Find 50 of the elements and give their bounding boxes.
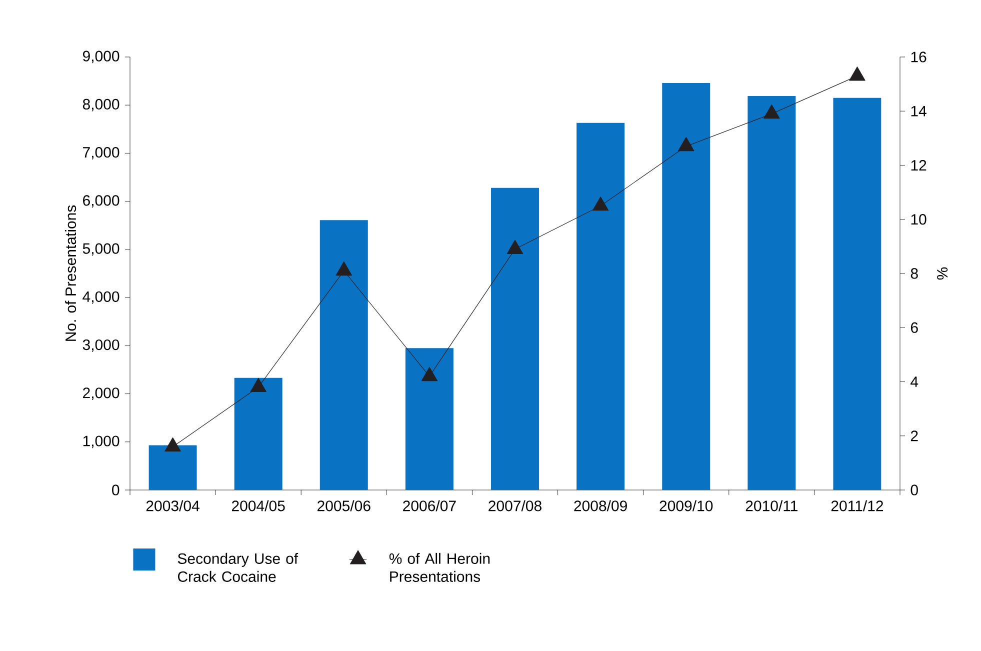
bar <box>234 378 282 490</box>
y2-tick-label: 8 <box>910 268 918 279</box>
bar <box>491 188 540 490</box>
point <box>506 240 524 254</box>
y-axis-title: No. of Presentations <box>65 205 76 341</box>
x-tick-label: 2005/06 <box>318 500 370 512</box>
bar <box>662 82 710 490</box>
y2-tick-label: 6 <box>910 322 918 333</box>
x-tick-label: 2010/11 <box>746 500 798 512</box>
y-tick-label: 7,000 <box>83 147 120 160</box>
y-tick-label: 6,000 <box>83 195 120 208</box>
x-tick-label: 2011/12 <box>831 500 884 512</box>
point <box>678 137 694 152</box>
point <box>421 367 438 382</box>
y-tick-label: 1,000 <box>83 436 120 448</box>
point <box>164 437 181 452</box>
y-tick-label: 4,000 <box>82 291 120 304</box>
y-tick-label: 5,000 <box>82 243 120 256</box>
point <box>849 66 866 81</box>
x-tick-label: 2007/08 <box>488 500 542 512</box>
x-tick-label: 2006/07 <box>403 500 456 512</box>
x-tick-label: 2009/10 <box>660 500 713 512</box>
y-tick-label: 8,000 <box>82 98 120 112</box>
x-tick-label: 2004/05 <box>232 500 285 512</box>
x-tick-label: 2008/09 <box>574 500 627 512</box>
y-tick-label: 0 <box>112 484 120 496</box>
y-tick-label: 2,000 <box>83 388 120 400</box>
bar <box>405 348 454 490</box>
bar <box>148 445 197 490</box>
point <box>592 196 609 211</box>
y2-tick-label: 4 <box>910 376 918 387</box>
point <box>336 261 352 276</box>
bar <box>320 220 368 490</box>
legend-label: % of All Heroin Presentations <box>389 552 490 582</box>
bar <box>833 98 882 490</box>
legend-label: Secondary Use of Crack Cocaine <box>178 552 298 582</box>
y2-tick-label: 16 <box>911 52 926 62</box>
bar <box>576 122 625 490</box>
y-tick-label: 3,000 <box>82 339 120 352</box>
y2-tick-label: 0 <box>910 484 918 496</box>
x-tick-label: 2003/04 <box>146 500 200 512</box>
y-tick-label: 9,000 <box>82 50 120 64</box>
y2-tick-label: 14 <box>911 106 926 116</box>
bar <box>748 96 796 490</box>
point <box>764 104 780 119</box>
y2-axis-title: % <box>937 267 948 280</box>
y2-tick-label: 2 <box>910 430 918 442</box>
y2-tick-label: 12 <box>911 160 926 170</box>
point <box>250 378 266 392</box>
y2-tick-label: 10 <box>911 214 926 225</box>
